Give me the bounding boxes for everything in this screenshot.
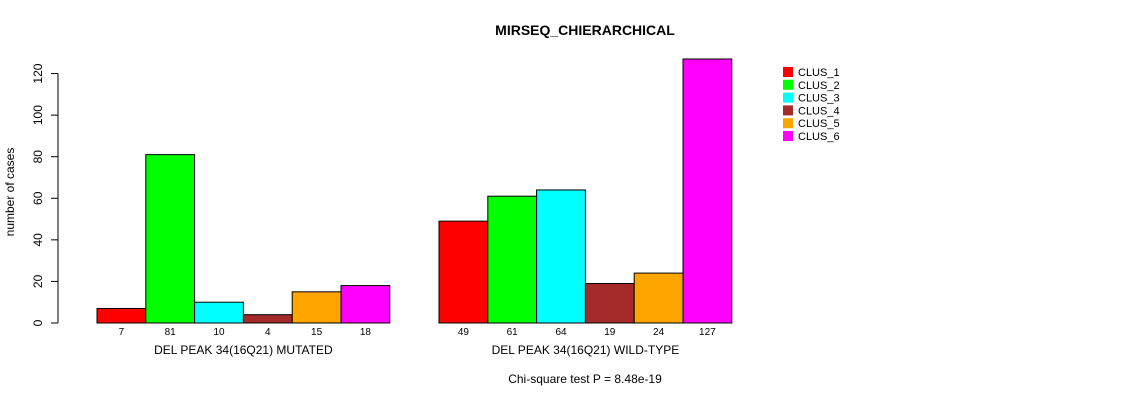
bar-value-label: 15 — [311, 327, 323, 338]
bar — [584, 283, 635, 324]
legend-swatch — [783, 131, 793, 141]
legend-label: CLUS_3 — [798, 93, 840, 105]
chi-square-footer: Chi-square test P = 8.48e-19 — [508, 372, 662, 386]
bar — [242, 314, 293, 324]
bar-value-label: 10 — [213, 327, 225, 338]
bars: 7 81 10 4 15 18 DEL PEAK 34(16Q21) MUTATED 49 61… — [96, 58, 733, 357]
bar-value-label: 19 — [604, 327, 616, 338]
legend-label: CLUS_4 — [798, 105, 840, 117]
y-tick-label: 100 — [31, 105, 45, 125]
y-tick-label: 80 — [31, 150, 45, 164]
bar — [145, 154, 196, 324]
y-tick-label: 0 — [31, 319, 45, 326]
bar-value-label: 4 — [265, 327, 271, 338]
bar — [438, 220, 489, 324]
legend-label: CLUS_2 — [798, 80, 840, 92]
legend-swatch — [783, 67, 793, 77]
bar — [96, 307, 147, 324]
legend-label: CLUS_6 — [798, 131, 840, 143]
bar — [340, 285, 391, 324]
y-tick-label: 40 — [31, 233, 45, 247]
legend-swatch — [783, 79, 793, 90]
bar-value-label: 18 — [360, 327, 372, 338]
group-label: DEL PEAK 34(16Q21) WILD-TYPE — [492, 343, 680, 357]
bar — [536, 189, 586, 324]
bar — [291, 291, 342, 324]
legend-swatch — [783, 118, 793, 129]
bar — [633, 272, 684, 324]
bar-value-label: 64 — [555, 327, 567, 338]
bar-value-label: 127 — [699, 327, 716, 338]
y-axis-label: number of cases — [3, 148, 17, 237]
group-label: DEL PEAK 34(16Q21) MUTATED — [154, 343, 333, 357]
bar — [682, 58, 733, 324]
legend-label: CLUS_1 — [798, 67, 840, 79]
legend-swatch — [783, 105, 793, 116]
bar — [487, 195, 538, 324]
y-tick-label: 60 — [31, 191, 45, 205]
legend-swatch — [783, 92, 793, 103]
chart-title: MIRSEQ_CHIERARCHICAL — [495, 22, 675, 38]
bar-value-label: 61 — [507, 327, 519, 338]
y-tick-label: 120 — [31, 63, 45, 83]
y-tick-label: 20 — [31, 274, 45, 288]
bar — [194, 301, 244, 324]
bar-value-label: 49 — [458, 327, 470, 338]
bar-value-label: 7 — [119, 327, 125, 338]
bar-value-label: 24 — [653, 327, 665, 338]
y-axis: 0 20 40 60 80 100 120 — [31, 63, 59, 326]
legend-label: CLUS_5 — [798, 118, 840, 130]
bar-value-label: 81 — [165, 327, 177, 338]
